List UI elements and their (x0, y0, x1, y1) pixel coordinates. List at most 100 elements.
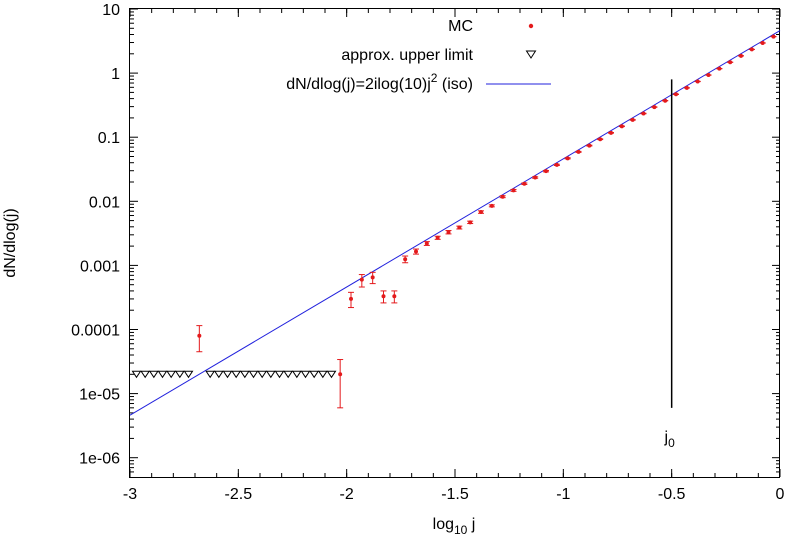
x-tick-label: -0.5 (658, 486, 686, 503)
legend-label-mc: MC (448, 18, 473, 35)
mc-dot (565, 156, 570, 161)
upper-limit-marker (265, 370, 276, 379)
legend-label-line: dN/dlog(j)=2ilog(10)j2 (iso) (286, 71, 473, 93)
legend-line-sup: 2 (431, 71, 438, 85)
upper-limit-marker (174, 370, 185, 379)
x-tick-label: -2.5 (225, 486, 253, 503)
upper-limit-marker (257, 370, 268, 379)
x-tick-label: -1 (556, 486, 570, 503)
mc-dot (739, 53, 743, 58)
mc-point (770, 34, 777, 39)
upper-limit-marker (283, 370, 294, 379)
legend-marker-upper (525, 50, 537, 59)
j0-label-main: j (664, 429, 669, 446)
upper-limit-marker (166, 370, 177, 379)
upper-limit-marker (309, 370, 320, 379)
mc-dot (771, 34, 776, 39)
mc-dot (511, 188, 516, 193)
upper-limit-marker (248, 370, 259, 379)
mc-dot (392, 294, 397, 299)
mc-dot (349, 296, 353, 301)
upper-limit-marker (300, 370, 311, 379)
mc-dot (370, 275, 375, 280)
mc-dot (674, 92, 678, 97)
upper-limit-marker (140, 370, 151, 379)
mc-dot (576, 149, 581, 154)
mc-point (543, 169, 549, 174)
mc-dot (641, 111, 646, 116)
mc-point (553, 162, 560, 167)
legend-marker-mc (528, 23, 534, 29)
mc-dot (554, 162, 559, 167)
mc-point (673, 92, 679, 97)
mc-dot (728, 60, 733, 65)
mc-dot (609, 130, 613, 135)
mc-dot (630, 117, 635, 122)
mc-point (759, 40, 766, 45)
mc-point (683, 85, 690, 90)
upper-limit-marker (131, 370, 142, 379)
x-axis-title-tail: j (467, 516, 475, 533)
mc-dot (598, 137, 603, 142)
mc-point (662, 98, 669, 103)
legend: MC approx. upper limit dN/dlog(j)=2ilog(… (286, 18, 551, 93)
mc-point (391, 290, 398, 304)
mc-point (564, 156, 571, 161)
plot-frame (129, 8, 780, 478)
mc-dot (587, 143, 592, 148)
y-tick-label: 10 (102, 2, 120, 19)
mc-dot (403, 257, 408, 262)
x-axis-title: log10 j (433, 516, 476, 537)
mc-dot (424, 241, 429, 246)
mc-dot (663, 98, 668, 103)
mc-dot (652, 105, 657, 110)
mc-point (575, 149, 582, 154)
y-tick-label: 0.1 (98, 130, 120, 147)
mc-dot (457, 225, 462, 230)
upper-limit-marker (157, 370, 168, 379)
mc-point (640, 111, 647, 116)
mc-point (467, 220, 474, 225)
mc-point (727, 60, 734, 65)
x-tick-label: -2 (340, 486, 354, 503)
mc-point (597, 137, 604, 142)
mc-point (586, 143, 593, 148)
mc-dot (435, 235, 440, 240)
mc-point (434, 235, 441, 240)
mc-point (369, 271, 376, 285)
y-tick-label: 1 (111, 66, 120, 83)
mc-point (337, 359, 344, 409)
upper-limit-marker (148, 370, 159, 379)
legend-label-upper: approx. upper limit (341, 47, 473, 64)
annotation-j0: j0 (664, 79, 675, 450)
x-tick-label: -3 (123, 486, 137, 503)
mc-point (716, 66, 723, 71)
x-tick-label: -1.5 (441, 486, 469, 503)
y-tick-label: 0.01 (89, 194, 120, 211)
mc-dot (749, 47, 754, 52)
mc-point (445, 230, 452, 235)
mc-point (694, 79, 701, 84)
mc-dot (381, 294, 386, 299)
mc-point (413, 248, 419, 255)
upper-limit-marker (183, 370, 194, 379)
mc-dot (468, 220, 473, 225)
upper-limit-marker (213, 370, 224, 379)
mc-dot (338, 372, 343, 377)
y-tick-label: 1e-05 (79, 387, 120, 404)
mc-point (196, 325, 203, 353)
mc-point (499, 194, 506, 199)
mc-point (456, 225, 463, 230)
mc-dot (533, 175, 538, 180)
y-axis-title: dN/dlog(j) (2, 208, 19, 277)
mc-dot (359, 277, 364, 282)
legend-line-main: dN/dlog(j)=2ilog(10)j (286, 76, 431, 93)
y-axis: 1e-06 1e-05 0.0001 0.001 0.01 0.1 1 10 (71, 2, 780, 473)
mc-dot (479, 210, 483, 215)
mc-point (402, 255, 409, 264)
x-axis-title-main: log (433, 516, 454, 533)
mc-point (651, 105, 658, 110)
mc-dot (414, 249, 418, 254)
mc-point (738, 53, 744, 58)
